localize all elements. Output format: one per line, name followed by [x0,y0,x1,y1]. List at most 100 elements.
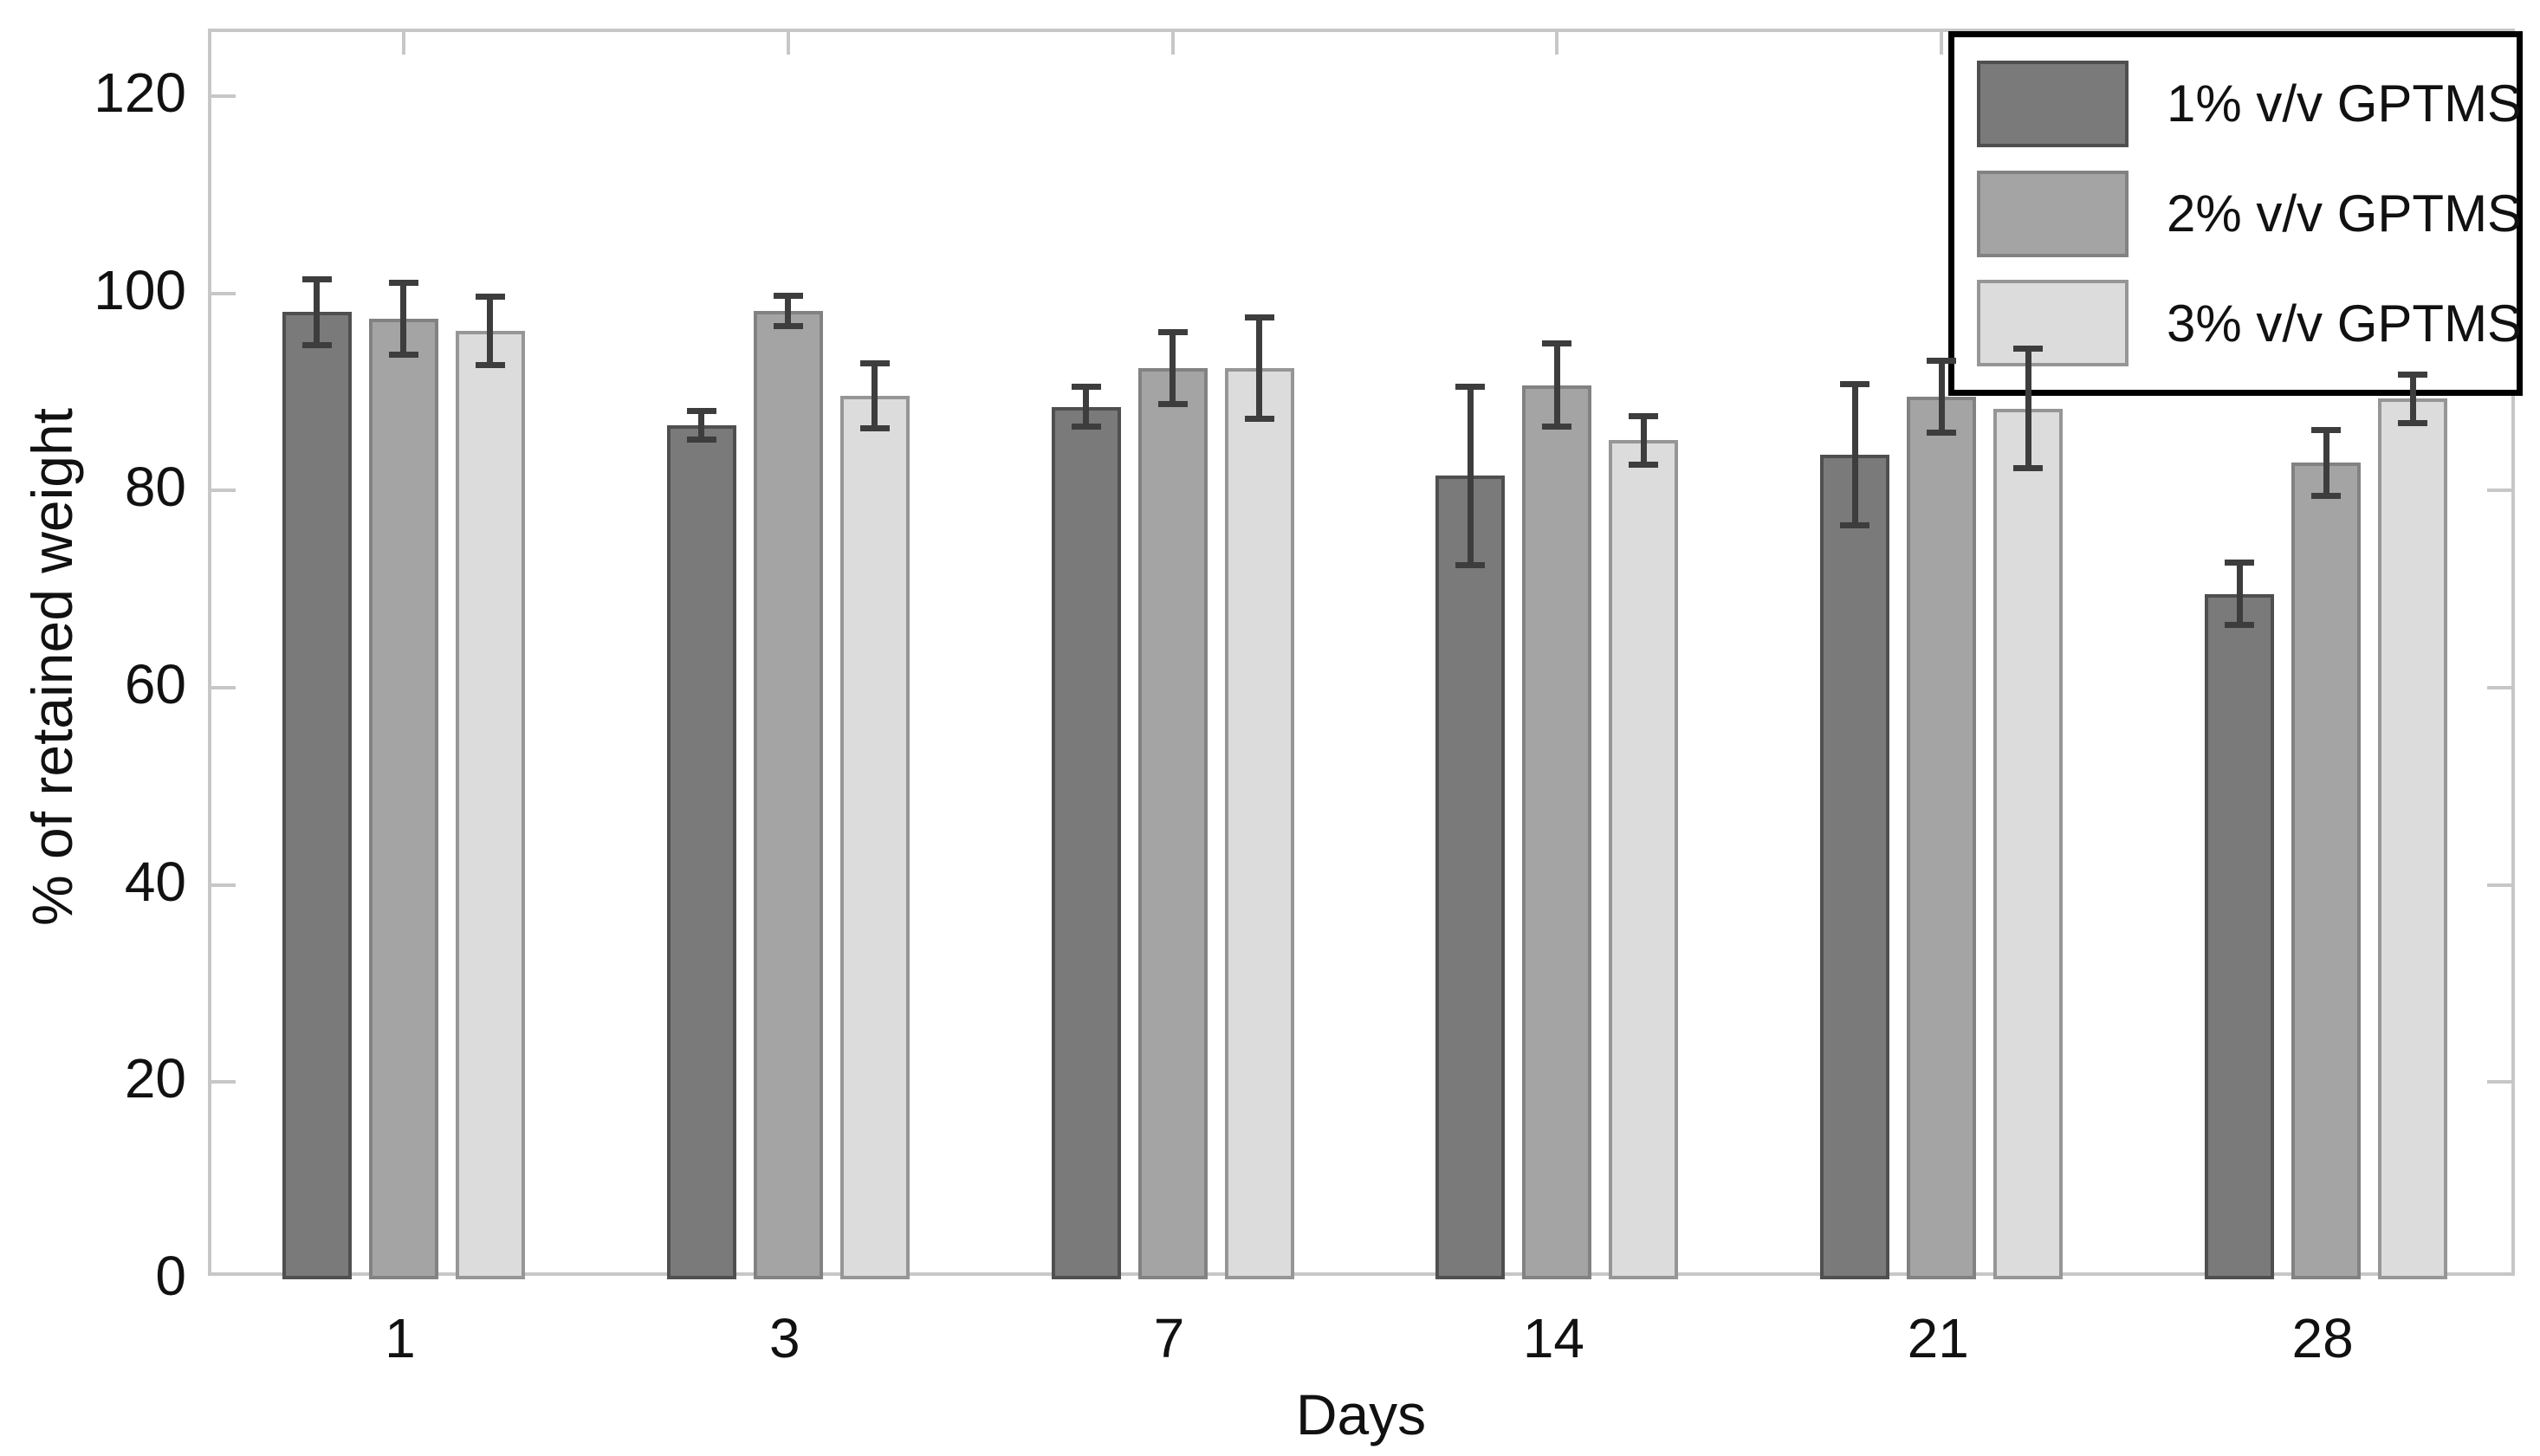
error-bar-cap-top [2398,372,2428,378]
error-bar-cap-bottom [2013,465,2044,472]
error-bar-cap-bottom [1244,416,1274,423]
error-bar-line [1851,384,1858,527]
error-bar-cap-top [1071,383,1101,390]
bar-3-v-v-gptms-day-3 [839,396,910,1279]
error-bar-cap-top [1157,329,1188,336]
legend-label: 1% v/v GPTMS [2167,74,2523,133]
y-tick-label: 60 [124,652,186,715]
error-bar-cap-bottom [773,323,803,330]
error-bar-cap-top [2013,346,2044,353]
error-bar-line [1170,332,1176,405]
error-bar-cap-bottom [475,361,505,368]
y-tick-mark-left [211,1080,236,1084]
error-bar-line [698,411,705,441]
x-tick-mark-top [786,32,790,55]
y-tick-label: 100 [94,258,186,321]
error-bar-cap-bottom [686,437,716,443]
bar-2-v-v-gptms-day-7 [1137,368,1208,1279]
error-bar-cap-top [686,408,716,415]
error-bar-line [400,282,407,356]
error-bar-line [314,278,321,346]
legend-swatch [1977,60,2129,147]
error-bar-cap-top [301,275,332,282]
bar-2-v-v-gptms-day-28 [2291,463,2362,1279]
x-tick-mark-top [1940,32,1944,55]
x-tick-mark-top [1170,32,1175,55]
bar-3-v-v-gptms-day-14 [1609,440,1679,1279]
bar-2-v-v-gptms-day-3 [753,311,823,1279]
bar-1-v-v-gptms-day-7 [1051,406,1121,1279]
error-bar-line [872,363,878,429]
legend: 1% v/v GPTMS 2% v/v GPTMS 3% v/v GPTMS [1948,31,2523,396]
error-bar-line [1553,342,1560,428]
error-bar-cap-top [1840,381,1870,388]
x-axis-title: Days [1295,1382,1427,1446]
bar-2-v-v-gptms-day-1 [368,319,438,1279]
error-bar-line [2409,374,2416,424]
legend-swatch [1977,170,2129,257]
y-tick-mark-right [2487,489,2511,493]
error-bar-cap-bottom [2398,419,2428,426]
error-bar-cap-bottom [1840,522,1870,529]
error-bar-line [1640,415,1647,465]
bar-1-v-v-gptms-day-21 [1820,455,1890,1279]
y-tick-label: 80 [124,456,186,519]
y-tick-mark-right [2487,883,2511,887]
error-bar-cap-top [1629,412,1659,419]
y-tick-mark-left [211,883,236,887]
y-tick-label: 20 [124,1047,186,1110]
error-bar-cap-top [1244,314,1274,320]
error-bar-cap-top [388,280,418,287]
x-tick-label: 7 [1153,1307,1185,1369]
error-bar-line [2323,429,2329,497]
x-tick-mark-top [401,32,405,55]
bar-1-v-v-gptms-day-3 [666,425,736,1279]
y-tick-mark-right [2487,1080,2511,1084]
error-bar-line [487,296,494,366]
y-tick-mark-left [211,685,236,689]
legend-swatch [1977,280,2129,367]
error-bar-cap-bottom [1157,401,1188,408]
error-bar-cap-top [1542,340,1572,346]
bar-1-v-v-gptms-day-1 [282,312,352,1279]
error-bar-cap-bottom [1927,430,1957,437]
y-tick-label: 120 [94,61,186,124]
x-tick-label: 21 [1907,1307,1969,1369]
y-tick-mark-right [2487,685,2511,689]
bar-3-v-v-gptms-day-28 [2378,398,2448,1279]
error-bar-cap-top [773,292,803,299]
error-bar-cap-top [859,360,890,367]
bar-3-v-v-gptms-day-21 [1993,408,2064,1279]
y-tick-label: 40 [124,850,186,913]
error-bar-cap-bottom [1455,561,1486,568]
error-bar-cap-bottom [388,352,418,359]
error-bar-cap-bottom [2311,493,2342,500]
error-bar-cap-bottom [859,424,890,431]
legend-item: 2% v/v GPTMS [1954,170,2522,257]
error-bar-cap-bottom [1542,424,1572,430]
error-bar-line [785,294,792,327]
error-bar-cap-top [1927,358,1957,365]
error-bar-line [2025,348,2031,469]
error-bar-cap-top [2311,426,2342,433]
y-tick-mark-left [211,291,236,295]
error-bar-line [1083,385,1090,428]
bar-3-v-v-gptms-day-1 [455,330,525,1279]
x-tick-mark-top [1555,32,1559,55]
error-bar-cap-bottom [301,341,332,348]
bar-1-v-v-gptms-day-28 [2205,593,2275,1279]
bar-2-v-v-gptms-day-21 [1907,397,1977,1279]
y-tick-mark-left [211,94,236,98]
bar-1-v-v-gptms-day-14 [1435,476,1506,1279]
error-bar-cap-bottom [1071,424,1101,430]
x-tick-label: 1 [385,1307,416,1369]
error-bar-line [1938,360,1945,434]
bar-3-v-v-gptms-day-7 [1224,368,1294,1279]
error-bar-cap-top [1455,383,1486,390]
y-tick-label: 0 [155,1245,186,1307]
x-tick-label: 14 [1522,1307,1584,1369]
y-tick-mark-left [211,489,236,493]
error-bar-line [1256,316,1263,420]
legend-label: 2% v/v GPTMS [2167,184,2523,243]
error-bar-cap-top [2225,560,2255,566]
